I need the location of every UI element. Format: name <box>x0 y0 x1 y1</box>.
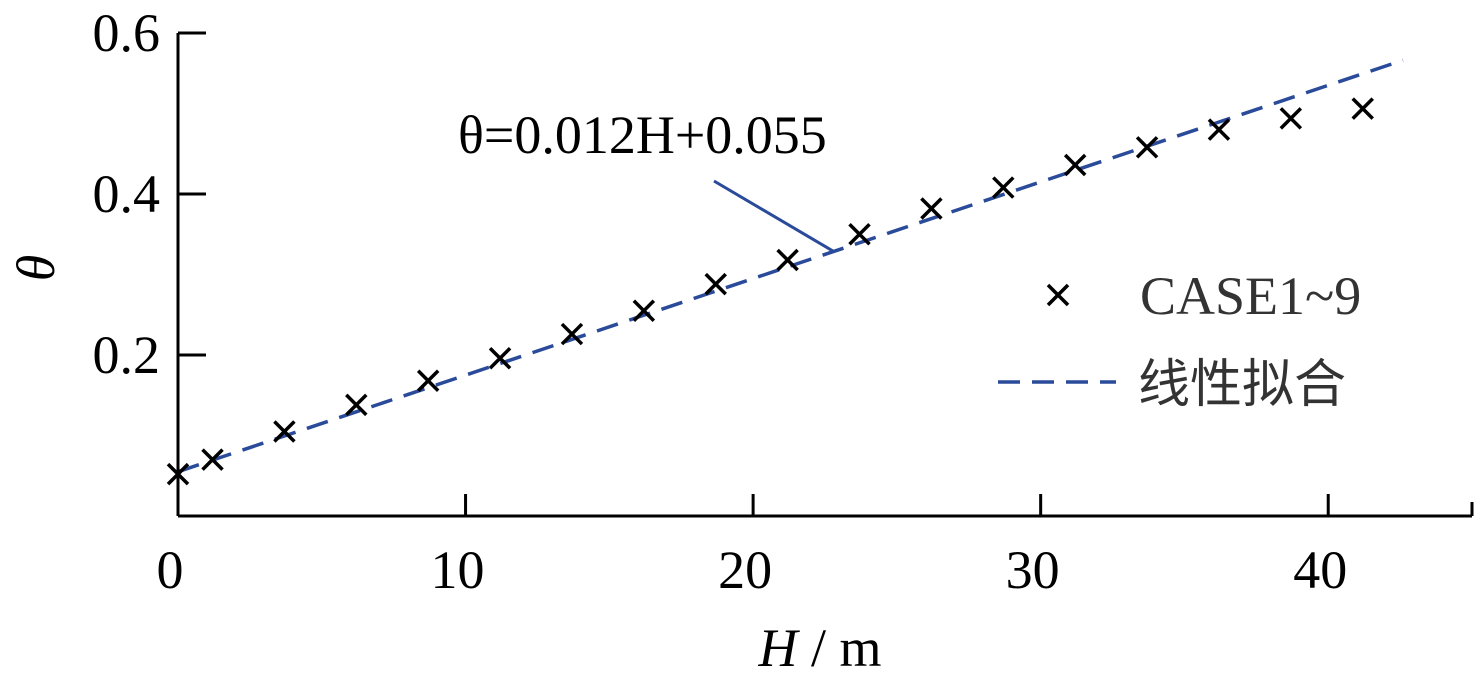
y-tick-label: 0.2 <box>93 325 161 385</box>
data-point <box>416 369 440 392</box>
axes: 0 10 20 30 40 0.2 0.4 0.6 <box>93 3 1474 600</box>
data-point <box>345 393 368 417</box>
data-point <box>201 448 224 471</box>
y-tick-label: 0.4 <box>93 164 161 224</box>
y-tick-label: 0.6 <box>93 3 161 63</box>
x-tick-label: 40 <box>1293 540 1347 600</box>
equation-leader-line <box>713 179 835 253</box>
x-tick-label: 20 <box>718 540 772 600</box>
legend-label-cases: CASE1~9 <box>1140 266 1361 326</box>
data-point <box>1279 107 1303 130</box>
data-point <box>776 248 799 272</box>
data-point <box>273 420 296 443</box>
x-tick-label: 10 <box>431 540 485 600</box>
fit-line <box>177 58 1404 474</box>
data-point <box>1135 136 1159 159</box>
data-point <box>920 197 943 220</box>
data-point <box>1351 97 1374 120</box>
equation-text: θ=0.012H+0.055 <box>458 105 827 165</box>
x-tick-label: 30 <box>1006 540 1060 600</box>
x-axis-title: H / m <box>757 618 881 678</box>
legend-scatter-marker <box>1046 283 1070 307</box>
plot-area <box>166 58 1404 486</box>
data-point <box>848 223 871 246</box>
data-point <box>560 322 584 346</box>
fit-equation-label: θ=0.012H+0.055 <box>458 105 827 165</box>
legend: CASE1~9 线性拟合 <box>998 266 1361 415</box>
y-axis-title: θ <box>6 255 66 282</box>
x-tick-label: 0 <box>157 540 184 600</box>
data-point <box>632 299 656 322</box>
data-point <box>704 272 727 296</box>
data-point <box>1063 153 1087 177</box>
legend-label-fit: 线性拟合 <box>1138 355 1346 415</box>
data-point <box>488 346 512 370</box>
data-point <box>1207 118 1231 141</box>
data-point <box>992 176 1015 199</box>
